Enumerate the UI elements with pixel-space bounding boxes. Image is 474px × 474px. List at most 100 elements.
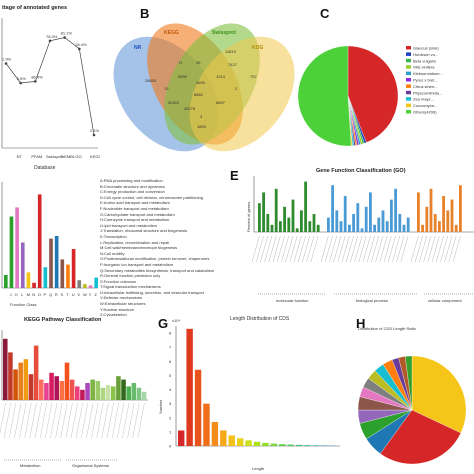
panel-g-length-bar: G Length Distribution of CDS x10⁴ Number…	[150, 310, 346, 474]
venn-num: 7427	[228, 62, 238, 67]
panel-e-bar	[356, 203, 360, 232]
panel-e-group-label: molecular function	[276, 298, 308, 303]
panel-g-ytick: 0	[169, 444, 172, 449]
panel-e-bar	[287, 217, 291, 232]
panel-e-bar	[381, 210, 385, 232]
panel-h-pie-group	[357, 355, 467, 465]
panel-e-bar	[429, 188, 433, 232]
panel-f-tick-label	[39, 402, 47, 439]
panel-e-tick-label	[371, 235, 379, 263]
panel-e-bar	[390, 199, 393, 232]
panel-c-legend: Glaucus (sink)Hordeum vu...Beta vulgaris…	[406, 46, 443, 115]
venn-num: 28653	[145, 78, 157, 83]
panel-d-bar	[60, 259, 65, 288]
panel-c-legend-label: Glaucus (sink)	[413, 46, 439, 51]
panel-g-ylabel: Number	[158, 399, 163, 414]
panel-a-point	[63, 36, 66, 39]
panel-e-tick-label	[264, 235, 273, 263]
panel-e-bar	[279, 221, 282, 232]
panel-d-category-item: Z:Cytoskeleton	[100, 312, 127, 318]
panel-e-tick-label	[444, 235, 453, 263]
panel-e-bar	[417, 192, 420, 232]
panel-a-tick-label: TrEMBL	[61, 154, 76, 159]
panel-e-bar	[343, 196, 347, 232]
panel-d-category-item: I:Lipid transport and metabolism	[100, 222, 157, 228]
panel-c-legend-swatch	[406, 46, 411, 50]
panel-e-tick-label	[251, 235, 260, 263]
panel-e-tick-label	[419, 235, 427, 263]
panel-e-tick-label	[289, 235, 298, 263]
panel-f-tick-label	[132, 402, 140, 439]
panel-e-tick-label	[400, 235, 409, 263]
venn-num: 8862	[194, 92, 204, 97]
panel-d-bar	[32, 282, 36, 288]
panel-c-legend-swatch	[406, 58, 411, 63]
panel-d-tick-label: U	[72, 292, 75, 297]
panel-f-bar	[64, 362, 70, 400]
panel-g-ytick: 4	[169, 387, 172, 392]
panel-a-point	[92, 133, 96, 137]
panel-a-point	[78, 47, 81, 51]
panel-e-bar	[454, 224, 458, 232]
panel-f-tick-label	[34, 402, 42, 439]
panel-d-tick-label: S	[60, 292, 63, 297]
panel-a-point-label: 86.4%	[31, 74, 43, 79]
panel-f-tick-label	[96, 402, 104, 439]
panel-e-tick-label	[383, 235, 392, 263]
panel-e-bar	[433, 214, 437, 232]
panel-g-bar	[279, 444, 286, 446]
venn-label-nr: NR	[134, 45, 142, 51]
panel-e-tick-label	[392, 235, 400, 263]
panel-f-bar	[111, 386, 116, 400]
panel-e-tick-label	[329, 235, 337, 263]
panel-f-bars	[3, 338, 147, 400]
panel-a-point-label: 2.1%	[90, 128, 100, 133]
panel-c-svg: C Glaucus (sink)Hordeum vu...Beta vulgar…	[297, 6, 443, 147]
panel-f-bar	[85, 383, 90, 400]
venn-num: 13	[164, 86, 169, 91]
panel-f-tick-label	[111, 402, 119, 439]
panel-f-bar	[13, 369, 18, 400]
panel-e-tick-label	[341, 235, 350, 263]
panel-c-legend-label: Vitis vinifera	[413, 65, 435, 70]
panel-e-bars	[258, 181, 462, 232]
panel-f-group-label: Metabolism	[20, 463, 41, 468]
panel-f-bar	[116, 376, 121, 400]
panel-f-tick-label	[19, 402, 27, 439]
panel-h-slice	[411, 355, 467, 434]
panel-d-bar	[43, 267, 48, 288]
panel-c-legend-label: Zea mays...	[413, 97, 434, 102]
panel-e-group-label: biological process	[356, 298, 388, 303]
panel-e-bar	[283, 206, 286, 232]
panel-e-bar	[438, 221, 441, 232]
panel-b-letter: B	[140, 6, 149, 21]
panel-g-yticks: 0 1 2 3 4 5 6 7 8	[169, 331, 172, 449]
panel-c-legend-label: Beta vulgaris	[413, 58, 436, 63]
panel-f-bar	[44, 383, 49, 400]
panel-a-point	[34, 80, 37, 83]
panel-a-point-label: 81.1%	[61, 31, 73, 36]
panel-f-group-label: Organismal Systems	[72, 463, 109, 468]
panel-f-bar	[141, 391, 147, 400]
panel-d-category-item: S:Function unknown	[100, 278, 137, 284]
panel-d-bar	[77, 280, 82, 288]
panel-g-ytick: 6	[169, 359, 172, 364]
panel-g-bar	[220, 430, 227, 446]
panel-f-tick-label	[75, 402, 83, 439]
panel-g-bar	[253, 441, 261, 446]
panel-f-bar	[136, 387, 142, 400]
panel-d-tick-label: K	[15, 292, 18, 297]
panel-a-point-label: 78.3%	[46, 34, 58, 39]
panel-d-category-item: C:Energy production and conversion	[100, 189, 165, 195]
venn-num: 36	[196, 60, 201, 65]
panel-g-bar	[211, 422, 219, 446]
panel-f-bar	[18, 362, 23, 400]
panel-a-tick-label: NT	[17, 154, 23, 159]
panel-e-tick-label	[410, 235, 419, 263]
panel-e-bar	[394, 188, 397, 232]
panel-c-legend-label: Pyrus x bret...	[413, 78, 438, 83]
panel-d-category-item: N:Cell motility	[100, 250, 125, 256]
panel-d-category-item: M:Cell wall/membrane/envelope biogenesis	[100, 245, 178, 251]
panel-d-category-item: O:Posttranslational modification, protei…	[100, 256, 210, 262]
